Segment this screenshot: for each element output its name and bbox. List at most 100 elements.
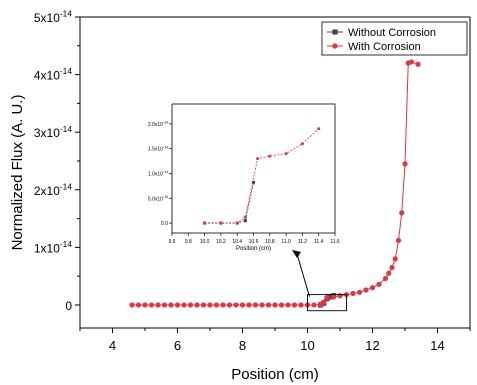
- data-point: [200, 302, 207, 308]
- data-point: [226, 302, 233, 308]
- data-point: [272, 302, 278, 308]
- inset-y-tick-label: 1.5x10-14: [148, 145, 168, 152]
- data-point: [415, 61, 421, 67]
- data-point: [135, 302, 142, 308]
- data-point: [350, 290, 356, 297]
- y-tick-label-mantissa: 2x10: [34, 184, 60, 198]
- legend-swatch-marker: [332, 43, 338, 49]
- zoom-box: [307, 294, 347, 312]
- inset-y-tick-label-power: -14: [163, 145, 168, 149]
- inset-data-point: [284, 152, 288, 156]
- data-point: [207, 302, 213, 308]
- data-point: [239, 302, 246, 308]
- inset-y-tick-label-power: -14: [163, 121, 168, 125]
- data-point: [337, 293, 343, 299]
- inset-y-tick-label: 1.0x10-14: [148, 170, 168, 177]
- y-tick-label: 5x10-14: [34, 9, 72, 25]
- inset-y-tick-label-mantissa: 2.0x10: [148, 122, 163, 128]
- legend-swatch-marker: [332, 29, 338, 35]
- data-point: [376, 281, 382, 287]
- data-point: [168, 302, 174, 308]
- data-point: [213, 302, 220, 308]
- main-plot: 4 6 8 10 12 1401x10-142x10-143x10-144x10-145x…: [9, 9, 471, 383]
- inset-x-tick-label: 9.6: [169, 239, 176, 245]
- inset-data-point: [300, 142, 304, 146]
- data-point: [187, 302, 194, 308]
- inset-x-axis-label: Position (cm): [236, 246, 271, 252]
- legend-box: [321, 21, 468, 56]
- y-axis-label: Normalized Flux (A. U.): [9, 95, 26, 251]
- inset-data-point: [203, 221, 207, 225]
- data-point: [194, 302, 200, 308]
- y-tick-label-power: -14: [60, 9, 72, 19]
- inset-x-tick-label: 10.0: [200, 239, 210, 245]
- inset-data-point: [268, 154, 272, 158]
- data-point: [259, 302, 265, 308]
- legend-entry: With Corrosion: [348, 41, 421, 53]
- inset-y-tick-label: 0.0: [161, 221, 168, 227]
- legend: Without Corrosion With Corrosion: [321, 21, 468, 56]
- y-tick-label: 3x10-14: [34, 124, 72, 140]
- inset-y-tick-label: 2.0x10-14: [148, 121, 168, 128]
- inset-data-point: [317, 127, 321, 131]
- data-point: [399, 210, 405, 216]
- inset-data-point: [243, 219, 247, 223]
- x-tick-label: 4: [109, 338, 116, 353]
- data-point: [395, 237, 402, 244]
- inset-x-tick-label: 9.8: [185, 239, 192, 245]
- data-point: [298, 302, 304, 308]
- data-point: [324, 294, 330, 301]
- x-tick-label: 10: [300, 338, 314, 353]
- inset-data-point: [252, 180, 255, 184]
- x-tick-label: 8: [239, 338, 246, 353]
- data-point: [129, 302, 135, 308]
- data-point: [356, 289, 363, 295]
- inset-data-point: [235, 221, 239, 225]
- y-tick-label-power: -14: [60, 124, 72, 134]
- inset-y-tick-label-mantissa: 5.0x10: [148, 196, 163, 202]
- y-tick-label-mantissa: 1x10: [34, 241, 60, 255]
- inset-x-tick-label: 11.6: [330, 239, 340, 245]
- x-axis-label: Position (cm): [231, 366, 319, 383]
- inset-frame: [171, 103, 336, 234]
- data-point: [148, 302, 155, 308]
- data-point: [392, 256, 398, 262]
- inset-x-tick-label: 10.8: [265, 239, 275, 245]
- y-tick-label: 4x10-14: [34, 66, 72, 82]
- y-tick-label: 2x10-14: [34, 181, 72, 197]
- inset-y-tick-label-mantissa: 0.0: [161, 221, 168, 227]
- y-tick-label-power: -14: [60, 66, 72, 76]
- x-tick-label: 14: [430, 338, 444, 353]
- x-tick-label: 6: [174, 338, 181, 353]
- data-point: [174, 302, 181, 308]
- data-point: [321, 299, 327, 305]
- y-tick-label-mantissa: 0: [65, 299, 72, 313]
- data-point: [330, 294, 337, 300]
- data-point: [382, 275, 389, 282]
- data-point: [291, 302, 298, 308]
- data-point: [246, 302, 252, 308]
- y-tick-label: 0: [65, 299, 72, 313]
- data-point: [311, 302, 317, 308]
- data-point: [402, 161, 408, 167]
- x-tick-label: 12: [365, 338, 379, 353]
- data-point: [161, 302, 168, 308]
- inset-y-tick-label-mantissa: 1.0x10: [148, 171, 163, 177]
- y-tick-label-power: -14: [60, 239, 72, 249]
- y-tick-label: 1x10-14: [34, 239, 72, 255]
- inset-x-tick-label: 10.6: [249, 239, 259, 245]
- data-point: [363, 287, 369, 293]
- data-point: [181, 302, 187, 308]
- legend-entry: Without Corrosion: [348, 27, 436, 39]
- inset-y-tick-label-power: -14: [163, 170, 168, 174]
- y-tick-label-mantissa: 5x10: [34, 11, 60, 25]
- inset-x-tick-label: 11.4: [314, 239, 324, 245]
- data-point: [369, 285, 376, 291]
- inset-x-tick-label: 11.2: [298, 239, 308, 245]
- y-tick-label-power: -14: [60, 181, 72, 191]
- inset-y-tick-label-power: -15: [163, 195, 168, 199]
- zoom-arrow-line: [296, 253, 310, 297]
- inset-plot: 9.6 9.8 10.0 10.2 10.4 10.6 10.8 11.0 11.2 11.4 11…: [148, 103, 340, 252]
- inset-x-tick-label: 10.4: [232, 239, 242, 245]
